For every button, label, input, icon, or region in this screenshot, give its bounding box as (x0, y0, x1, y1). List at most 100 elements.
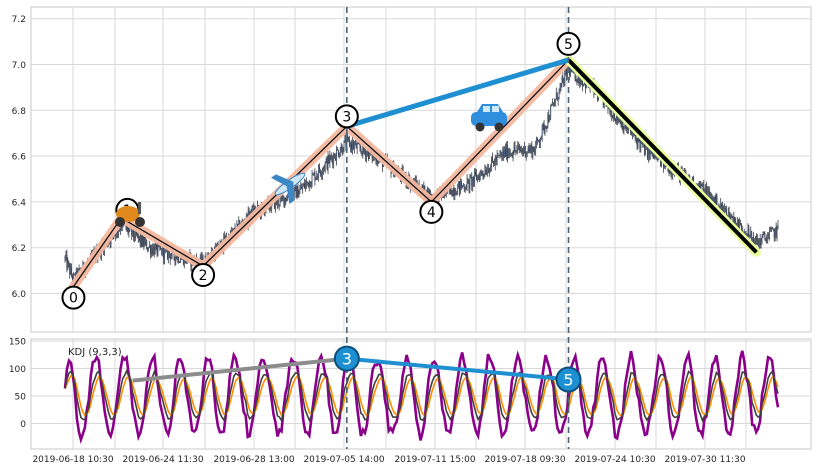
candle-body (762, 233, 764, 236)
candle-body (626, 129, 628, 131)
candle-body (749, 234, 751, 236)
candle-body (423, 185, 425, 191)
candle-body (328, 155, 330, 164)
pivot-label-4: 4 (427, 205, 436, 221)
candle-body (155, 242, 157, 246)
candle-body (483, 174, 485, 176)
candle-body (614, 113, 615, 119)
candle-body (282, 196, 284, 197)
candle-body (302, 186, 304, 189)
scooter-wheel (135, 217, 145, 227)
wave-lines (68, 55, 761, 292)
candle-body (305, 181, 307, 184)
candle-body (707, 190, 708, 200)
candle-body (180, 259, 181, 263)
candle-body (498, 155, 500, 156)
candle-body (338, 155, 340, 157)
candle-body (316, 175, 318, 178)
car-wheel (494, 122, 504, 132)
candle-body (72, 275, 73, 281)
price-y-tick: 6.6 (12, 153, 27, 163)
candle-body (127, 226, 129, 233)
candle-body (575, 79, 577, 82)
candle-body (115, 233, 117, 237)
candle-body (729, 212, 731, 223)
candle-body (555, 92, 557, 100)
candle-body (340, 145, 342, 152)
candle-body (311, 174, 313, 185)
candle-body (514, 146, 516, 151)
candle-body (471, 177, 473, 186)
kdj-blue-line (346, 356, 569, 382)
candle-body (320, 171, 321, 175)
candle-body (755, 236, 757, 240)
candle-body (453, 188, 455, 196)
candle-body (286, 199, 288, 202)
candle-body (777, 223, 779, 226)
kdj-y-tick: 50 (15, 393, 27, 403)
candle-body (295, 186, 297, 198)
price-y-tick: 6.0 (12, 290, 27, 300)
candle-body (748, 228, 750, 236)
candle-body (668, 167, 670, 173)
candle-body (336, 149, 338, 151)
candle-body (524, 146, 526, 157)
candle-body (313, 172, 315, 175)
candle-body (125, 224, 127, 229)
candle-body (143, 236, 145, 246)
candle-body (533, 147, 535, 151)
candle-body (297, 186, 299, 198)
candle-body (456, 194, 458, 196)
airplane-icon (270, 172, 306, 204)
candle-body (294, 186, 296, 188)
candle-body (455, 192, 457, 195)
candle-body (551, 105, 553, 107)
candle-body (159, 244, 161, 249)
candle-body (375, 154, 377, 163)
wave-line (72, 59, 569, 288)
candle-body (574, 67, 576, 80)
candle-body (162, 246, 164, 255)
candle-body (120, 228, 122, 230)
candle-body (450, 185, 452, 195)
candle-body (622, 121, 624, 131)
kdj-grey-line (132, 356, 348, 383)
candle-body (238, 220, 240, 226)
candle-body (581, 80, 583, 84)
candle-body (765, 237, 767, 240)
candle-body (548, 114, 550, 122)
price-panel (30, 6, 812, 333)
candle-body (347, 135, 349, 138)
candle-body (643, 141, 645, 146)
candle-body (466, 179, 468, 190)
candle-body (660, 157, 662, 167)
candle-body (276, 198, 278, 204)
candle-body (644, 141, 646, 154)
candle-body (647, 147, 649, 159)
candle-body (308, 181, 310, 187)
kdj-pivot-label-3: 3 (342, 350, 352, 369)
candle-body (269, 207, 271, 209)
candle-body (136, 233, 138, 235)
candle-body (640, 141, 642, 148)
candle-body (579, 79, 581, 84)
candle-body (499, 154, 501, 156)
candle-body (710, 194, 712, 201)
candle-body (329, 155, 331, 164)
candle-body (773, 229, 775, 238)
candle-body (169, 254, 171, 260)
candle-body (278, 204, 280, 206)
candle-body (285, 197, 287, 202)
candle-body (558, 88, 560, 99)
candle-body (70, 267, 72, 275)
candle-body (776, 225, 778, 236)
candle-body (712, 196, 714, 205)
candle-body (716, 195, 718, 210)
x-tick-label: 2019-06-28 13:00 (213, 455, 294, 465)
candle-body (149, 245, 150, 248)
candle-body (181, 257, 182, 260)
candle-body (736, 223, 738, 226)
candle-body (151, 248, 153, 254)
candle-body (564, 72, 566, 86)
candle-body (775, 227, 777, 236)
